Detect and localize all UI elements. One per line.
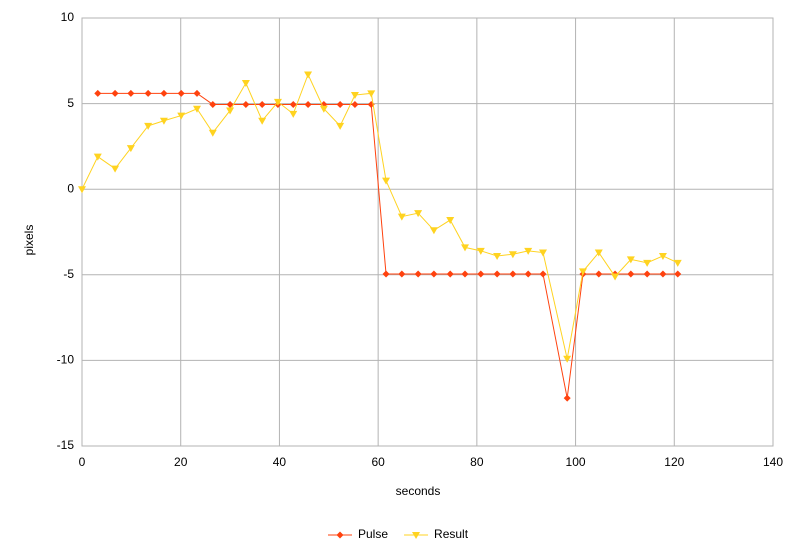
x-tick-label: 20 <box>174 455 188 469</box>
marker <box>367 90 376 98</box>
marker <box>493 252 502 260</box>
x-tick-label: 0 <box>79 455 86 469</box>
marker <box>258 100 266 108</box>
series-line <box>81 73 678 359</box>
y-tick-label: -5 <box>63 267 74 281</box>
marker <box>563 394 571 402</box>
marker <box>382 177 391 185</box>
marker <box>397 213 406 221</box>
marker <box>627 270 635 278</box>
x-tick-label: 80 <box>470 455 484 469</box>
marker <box>289 100 297 108</box>
marker <box>111 89 119 97</box>
marker <box>351 100 359 108</box>
marker <box>446 217 455 225</box>
y-tick-label: 5 <box>67 96 74 110</box>
marker <box>177 89 185 97</box>
marker <box>414 270 422 278</box>
y-axis-label: pixels <box>22 225 36 256</box>
series-line <box>97 92 678 399</box>
x-tick-label: 100 <box>566 455 586 469</box>
marker <box>626 256 635 264</box>
marker <box>538 249 547 257</box>
marker <box>226 100 234 108</box>
marker <box>94 89 102 97</box>
marker <box>382 270 390 278</box>
marker <box>674 270 682 278</box>
marker <box>144 89 152 97</box>
marker <box>226 107 235 115</box>
y-tick-label: -15 <box>57 438 75 452</box>
marker <box>193 105 202 113</box>
marker <box>336 531 344 539</box>
marker <box>594 249 603 257</box>
y-tick-label: 0 <box>67 181 74 195</box>
marker <box>508 251 517 259</box>
marker <box>193 89 201 97</box>
marker <box>446 270 454 278</box>
marker <box>493 270 501 278</box>
marker <box>414 210 423 218</box>
legend-label: Result <box>434 527 469 541</box>
marker <box>643 270 651 278</box>
plot-frame <box>81 17 774 447</box>
marker <box>398 270 406 278</box>
marker <box>658 252 667 260</box>
marker <box>111 165 120 173</box>
y-tick-label: 10 <box>61 10 75 24</box>
marker <box>509 270 517 278</box>
marker <box>319 105 328 113</box>
marker <box>477 270 485 278</box>
marker <box>127 89 135 97</box>
marker <box>611 273 620 281</box>
marker <box>643 259 652 267</box>
legend-label: Pulse <box>358 527 388 541</box>
marker <box>93 153 102 161</box>
marker <box>524 247 533 255</box>
marker <box>673 259 682 267</box>
marker <box>159 117 168 125</box>
marker <box>461 270 469 278</box>
y-tick-label: -10 <box>57 353 75 367</box>
marker <box>258 117 267 125</box>
marker <box>659 270 667 278</box>
marker <box>160 89 168 97</box>
marker <box>144 122 153 130</box>
marker <box>336 100 344 108</box>
marker <box>126 145 135 153</box>
marker <box>78 186 86 194</box>
marker <box>595 270 603 278</box>
marker <box>241 80 250 88</box>
marker <box>177 112 186 120</box>
x-tick-label: 60 <box>371 455 385 469</box>
marker <box>304 71 313 79</box>
marker <box>289 110 298 118</box>
marker <box>429 227 438 235</box>
marker <box>539 270 547 278</box>
marker <box>208 129 217 137</box>
marker <box>209 100 217 108</box>
marker <box>273 98 282 106</box>
marker <box>524 270 532 278</box>
marker <box>412 532 421 539</box>
marker <box>304 100 312 108</box>
marker <box>578 268 587 276</box>
marker <box>430 270 438 278</box>
x-tick-label: 140 <box>763 455 783 469</box>
marker <box>336 122 345 130</box>
marker <box>461 244 470 252</box>
marker <box>476 247 485 255</box>
x-tick-label: 120 <box>664 455 684 469</box>
marker <box>242 100 250 108</box>
x-axis-label: seconds <box>396 484 441 498</box>
x-tick-label: 40 <box>273 455 287 469</box>
marker <box>563 355 572 363</box>
marker <box>350 92 359 100</box>
